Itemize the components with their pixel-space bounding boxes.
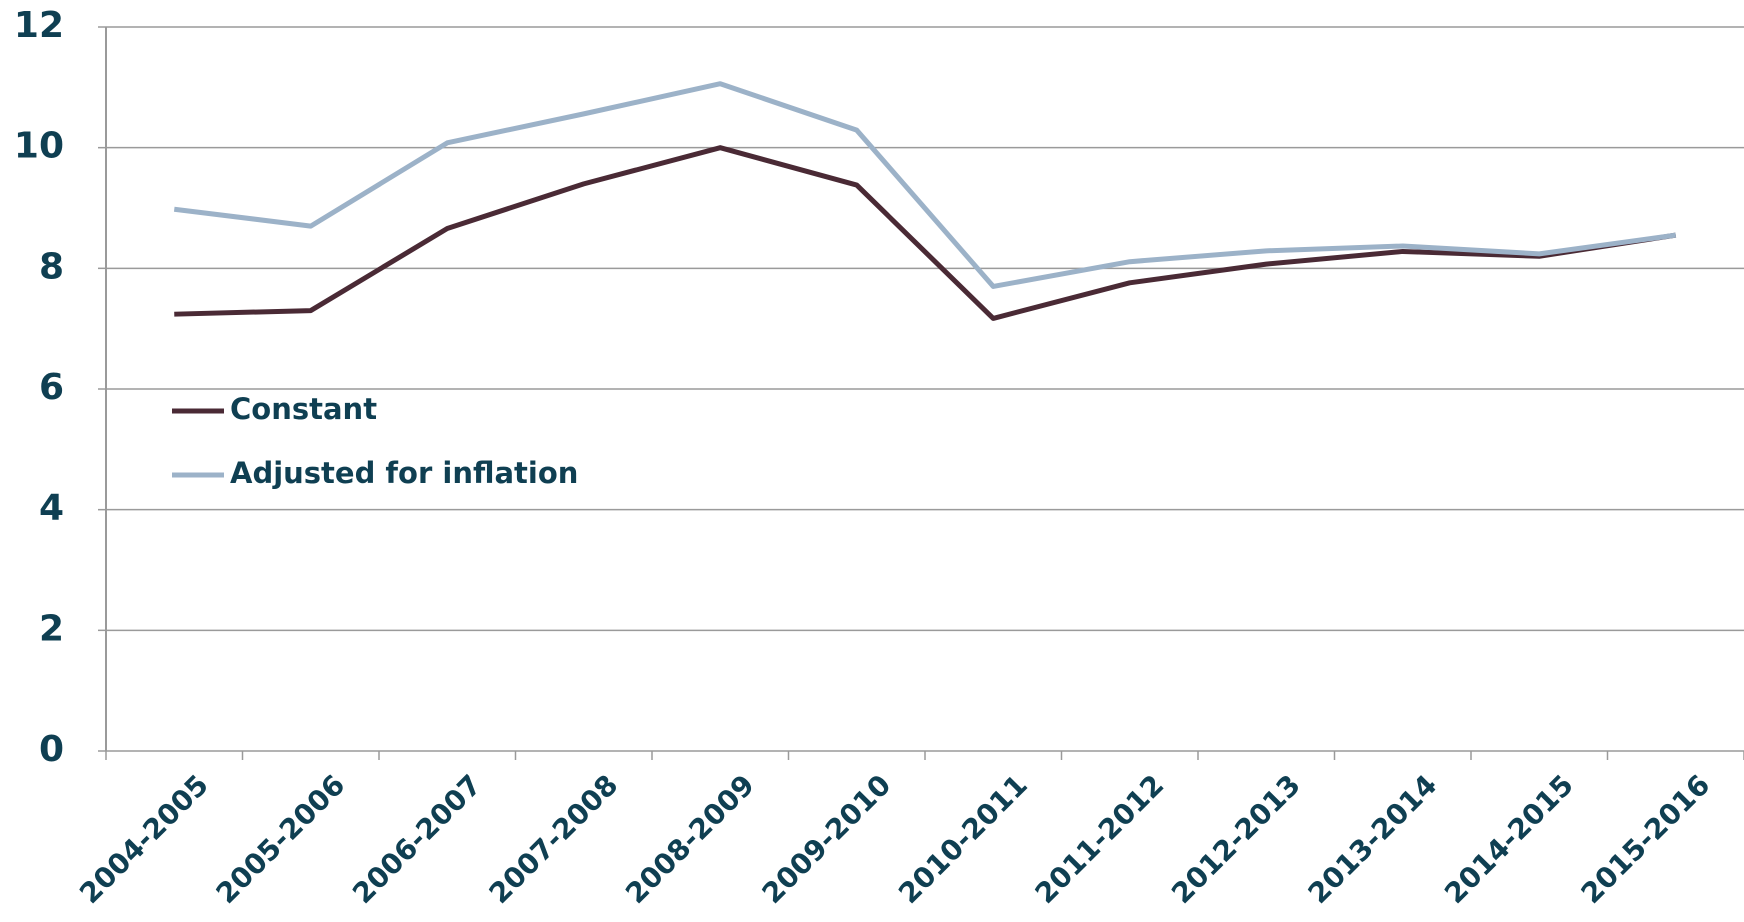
- legend-label: Constant: [230, 392, 377, 426]
- x-tick-label: 2011-2012: [1029, 768, 1171, 910]
- x-tick-label: 2013-2014: [1302, 768, 1444, 910]
- series-line: [173, 81, 1677, 289]
- x-tick-label: 2008-2009: [619, 768, 761, 910]
- y-tick-label: 6: [39, 367, 64, 408]
- x-tick-label: 2014-2015: [1438, 768, 1580, 910]
- y-tick-label: 8: [39, 246, 64, 287]
- y-tick-label: 4: [39, 488, 64, 529]
- x-tick-label: 2004-2005: [73, 768, 215, 910]
- y-tick-label: 10: [14, 126, 64, 167]
- x-tick-label: 2009-2010: [756, 768, 898, 910]
- y-tick-label: 0: [39, 729, 64, 770]
- legend-label: Adjusted for inflation: [230, 456, 578, 490]
- y-tick-label: 12: [14, 5, 64, 46]
- x-tick-label: 2007-2008: [483, 768, 625, 910]
- x-tick-label: 2015-2016: [1575, 768, 1717, 910]
- x-tick-label: 2010-2011: [892, 768, 1034, 910]
- y-tick-label: 2: [39, 608, 64, 649]
- x-tick-label: 2012-2013: [1165, 768, 1307, 910]
- series-line: [174, 145, 1677, 321]
- x-tick-label: 2006-2007: [346, 768, 488, 910]
- x-tick-label: 2005-2006: [210, 768, 352, 910]
